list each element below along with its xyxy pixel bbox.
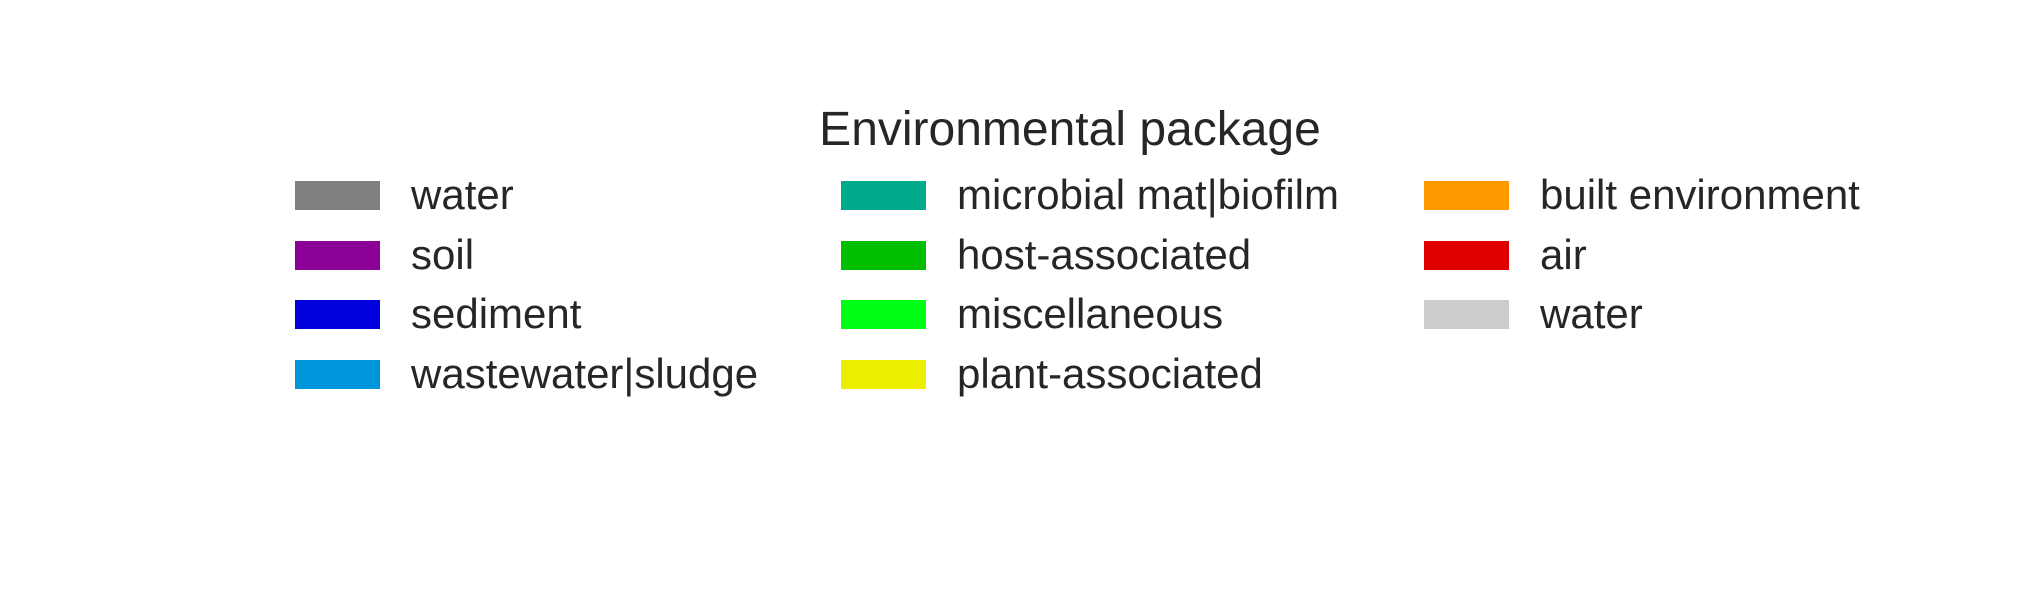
legend-swatch xyxy=(295,181,380,210)
legend-label: wastewater|sludge xyxy=(411,350,759,397)
legend-label: air xyxy=(1540,231,1587,278)
legend-label: miscellaneous xyxy=(957,290,1224,337)
legend-swatch xyxy=(841,360,926,389)
legend-label: plant-associated xyxy=(957,350,1263,397)
legend-label: water xyxy=(1540,290,1643,337)
legend-swatch xyxy=(295,241,380,270)
legend-label: sediment xyxy=(411,290,582,337)
legend-label: host-associated xyxy=(957,231,1252,278)
legend-swatch xyxy=(1424,241,1509,270)
legend-label: microbial mat|biofilm xyxy=(957,171,1339,218)
legend-label: soil xyxy=(411,231,475,278)
legend-title: Environmental package xyxy=(819,103,1321,156)
legend-swatch xyxy=(841,300,926,329)
legend-label: built environment xyxy=(1540,171,1860,218)
legend-swatch xyxy=(1424,300,1509,329)
legend-swatch xyxy=(1424,181,1509,210)
legend-swatch xyxy=(841,181,926,210)
legend-swatch xyxy=(841,241,926,270)
legend-swatch xyxy=(295,360,380,389)
legend-swatch xyxy=(295,300,380,329)
legend-label: water xyxy=(411,171,514,218)
